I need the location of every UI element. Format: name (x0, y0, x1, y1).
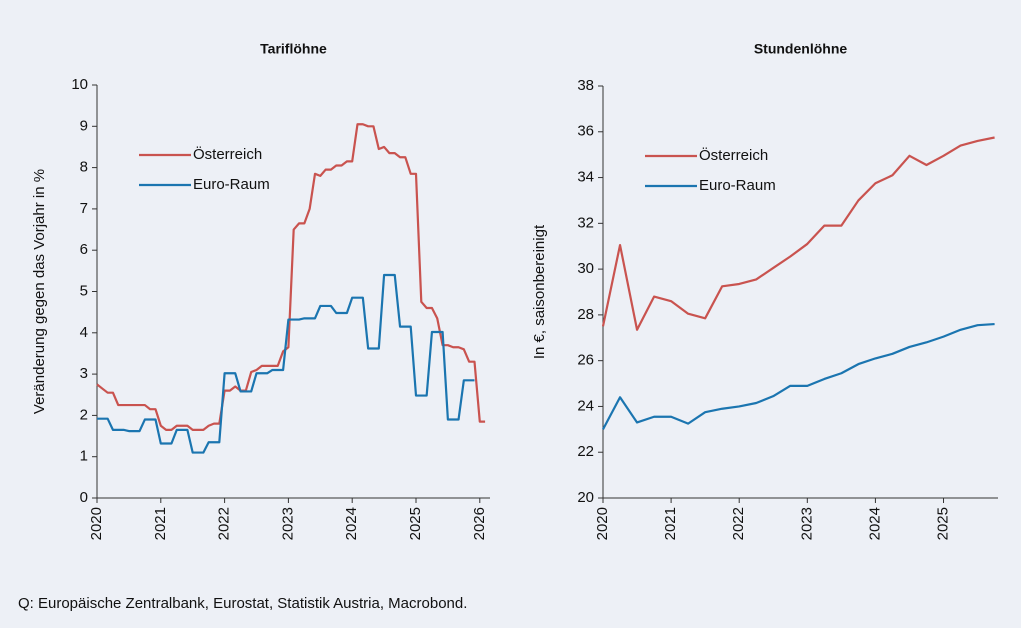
legend-label: Euro-Raum (193, 176, 270, 193)
y-tick-label: 0 (80, 489, 88, 506)
legend-label: Österreich (699, 146, 768, 164)
series-line (601, 136, 995, 331)
series-line (602, 322, 995, 430)
y-tick-label: 5 (80, 282, 88, 299)
source-note: Q: Europäische Zentralbank, Eurostat, St… (18, 595, 467, 612)
x-tick-label: 2020 (88, 507, 105, 540)
x-tick-label: 2020 (594, 507, 611, 540)
x-tick-label: 2021 (152, 507, 169, 540)
series-line (96, 123, 486, 431)
y-axis-label: Veränderung gegen das Vorjahr in % (31, 169, 48, 414)
legend-label: Euro-Raum (699, 177, 776, 194)
chart-title: Stundenlöhne (754, 41, 848, 57)
x-tick-label: 2023 (798, 507, 815, 540)
y-tick-label: 3 (80, 365, 88, 382)
y-tick-label: 38 (577, 77, 594, 94)
y-tick-label: 28 (577, 306, 594, 323)
x-tick-label: 2024 (343, 507, 360, 540)
legend-label: Österreich (193, 145, 262, 163)
y-tick-label: 8 (80, 159, 88, 176)
y-tick-label: 24 (577, 397, 594, 414)
y-tick-label: 9 (80, 117, 88, 134)
y-tick-label: 36 (577, 123, 594, 140)
y-tick-label: 7 (80, 200, 88, 217)
y-tick-label: 10 (71, 76, 88, 93)
y-tick-label: 2 (80, 406, 88, 423)
x-tick-label: 2022 (216, 507, 233, 540)
y-tick-label: 20 (577, 489, 594, 506)
x-tick-label: 2023 (279, 507, 296, 540)
x-tick-label: 2025 (407, 507, 424, 540)
chart-title: Tariflöhne (260, 41, 327, 57)
y-tick-label: 6 (80, 241, 88, 258)
y-tick-label: 1 (80, 448, 88, 465)
y-tick-label: 4 (80, 324, 88, 341)
x-tick-label: 2021 (662, 507, 679, 540)
x-tick-label: 2026 (471, 507, 488, 540)
y-tick-label: 34 (577, 169, 594, 186)
y-tick-label: 32 (577, 214, 594, 231)
y-tick-label: 30 (577, 260, 594, 277)
y-axis-label: In €, saisonbereinigt (531, 224, 548, 359)
x-tick-label: 2022 (730, 507, 747, 540)
x-tick-label: 2025 (934, 507, 951, 540)
x-tick-label: 2024 (866, 507, 883, 540)
y-tick-label: 26 (577, 352, 594, 369)
series-line (97, 273, 475, 454)
y-tick-label: 22 (577, 443, 594, 460)
